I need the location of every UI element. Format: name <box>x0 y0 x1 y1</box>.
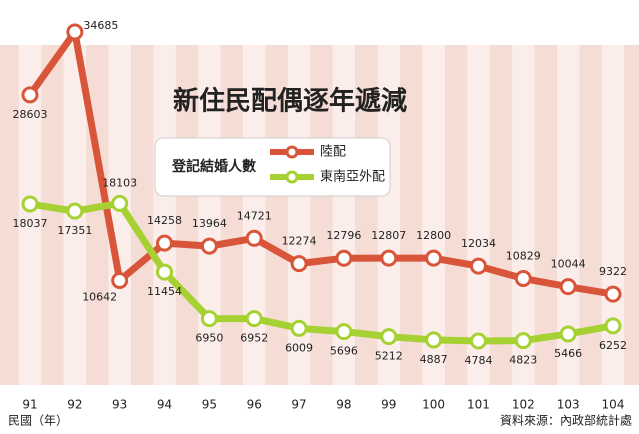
data-label: 12796 <box>326 229 361 242</box>
data-label: 18037 <box>13 217 48 230</box>
chart-title: 新住民配偶逐年遞減 <box>173 86 407 117</box>
data-label: 5696 <box>330 345 358 358</box>
data-label: 12274 <box>282 235 317 248</box>
stripe <box>18 45 42 385</box>
data-point <box>604 285 622 303</box>
x-axis-band <box>0 385 639 409</box>
data-point <box>469 332 487 350</box>
data-label: 10044 <box>551 258 586 271</box>
source-note: 資料來源：內政部統計處 <box>500 413 632 428</box>
x-tick-label: 104 <box>602 398 625 412</box>
data-point <box>425 331 443 349</box>
stripe <box>422 45 445 385</box>
data-label: 4784 <box>464 354 492 367</box>
data-point <box>559 325 577 343</box>
data-label: 34685 <box>83 19 118 32</box>
data-label: 14721 <box>237 209 272 222</box>
data-point <box>469 257 487 275</box>
data-label: 17351 <box>57 224 92 237</box>
data-label: 18103 <box>102 176 137 189</box>
x-tick-label: 102 <box>512 398 535 412</box>
data-label: 6952 <box>240 332 268 345</box>
x-tick-label: 94 <box>157 398 172 412</box>
data-point <box>604 317 622 335</box>
data-label: 10829 <box>506 250 541 263</box>
data-point <box>245 310 263 328</box>
x-tick-label: 98 <box>336 398 351 412</box>
stripe <box>108 45 131 385</box>
stripe <box>377 45 400 385</box>
x-axis-label: 民國（年） <box>8 414 68 428</box>
data-point <box>514 270 532 288</box>
data-label: 5466 <box>554 347 582 360</box>
legend-box <box>154 137 391 197</box>
data-label: 9322 <box>599 265 627 278</box>
data-point <box>156 234 174 252</box>
data-point <box>111 194 129 212</box>
data-label: 4887 <box>420 353 448 366</box>
x-tick-label: 91 <box>22 398 37 412</box>
stripe <box>287 45 311 385</box>
data-point <box>335 249 353 267</box>
x-tick-label: 92 <box>67 398 82 412</box>
legend-label: 東南亞外配 <box>320 169 385 185</box>
stripe <box>332 45 356 385</box>
data-point <box>514 332 532 350</box>
data-label: 4823 <box>509 354 537 367</box>
data-point <box>66 202 84 220</box>
data-point <box>425 249 443 267</box>
x-tick-label: 103 <box>557 398 580 412</box>
stripe <box>198 45 221 385</box>
legend-label: 陸配 <box>320 144 346 160</box>
x-tick-label: 93 <box>112 398 127 412</box>
data-label: 10642 <box>82 290 117 303</box>
data-label: 6950 <box>195 332 223 345</box>
data-label: 12807 <box>371 229 406 242</box>
stripe <box>243 45 266 385</box>
data-label: 12800 <box>416 229 451 242</box>
x-tick-label: 96 <box>247 398 262 412</box>
data-label: 28603 <box>13 108 48 121</box>
stripe <box>512 45 535 385</box>
data-point <box>335 323 353 341</box>
x-tick-label: 97 <box>291 398 306 412</box>
data-label: 6009 <box>285 341 313 354</box>
data-point <box>290 255 308 273</box>
data-point <box>156 263 174 281</box>
legend-title: 登記結婚人數 <box>171 158 256 175</box>
data-point <box>200 310 218 328</box>
data-label: 14258 <box>147 214 182 227</box>
data-point <box>290 319 308 337</box>
x-tick-label: 100 <box>422 398 445 412</box>
data-point <box>21 86 39 104</box>
x-tick-label: 95 <box>202 398 217 412</box>
stripe <box>467 45 490 385</box>
data-point <box>380 249 398 267</box>
data-label: 5212 <box>375 350 403 363</box>
data-point <box>200 237 218 255</box>
data-point <box>66 23 84 41</box>
stripe <box>556 45 580 385</box>
data-label: 11454 <box>147 285 182 298</box>
data-point <box>111 271 129 289</box>
data-label: 13964 <box>192 217 227 230</box>
stripe <box>153 45 176 385</box>
x-tick-label: 101 <box>467 398 490 412</box>
data-point <box>21 195 39 213</box>
legend-marker <box>285 145 299 159</box>
legend-marker <box>285 170 299 184</box>
data-point <box>380 328 398 346</box>
x-tick-label: 99 <box>381 398 396 412</box>
data-label: 6252 <box>599 339 627 352</box>
data-point <box>559 278 577 296</box>
data-point <box>245 229 263 247</box>
data-label: 12034 <box>461 237 496 250</box>
